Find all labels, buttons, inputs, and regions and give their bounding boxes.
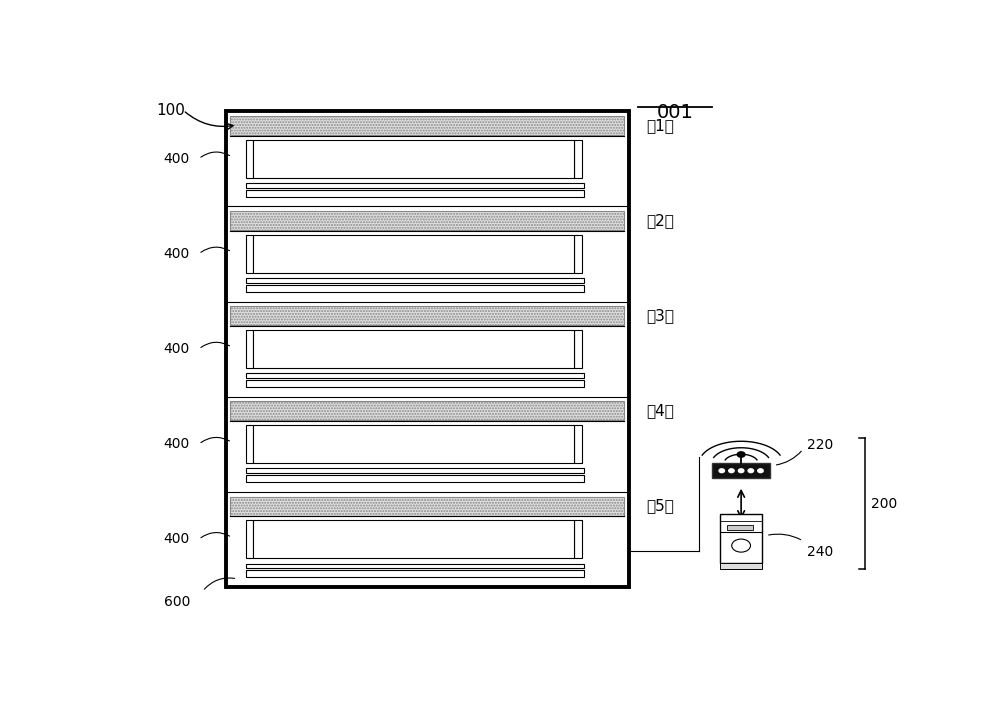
Text: 001: 001 (657, 103, 694, 122)
Text: 第2层: 第2层 (646, 213, 674, 228)
Bar (246, 278, 584, 283)
Text: 100: 100 (156, 103, 185, 118)
Bar (574, 235, 582, 273)
Circle shape (729, 469, 734, 472)
Circle shape (737, 452, 745, 457)
Bar (253, 425, 574, 463)
Bar (246, 468, 584, 473)
Bar (230, 496, 624, 515)
Bar (246, 235, 253, 273)
Bar (246, 570, 584, 578)
Bar (246, 330, 253, 368)
Bar (574, 140, 582, 178)
Bar (253, 520, 574, 558)
Bar (727, 525, 753, 530)
Text: 第1层: 第1层 (646, 118, 674, 133)
Text: 200: 200 (871, 497, 898, 510)
Bar (246, 380, 584, 388)
Bar (246, 190, 584, 197)
Text: 第5层: 第5层 (646, 498, 674, 514)
Bar (720, 562, 762, 569)
Bar (246, 183, 584, 188)
Bar (246, 140, 253, 178)
Bar (230, 116, 624, 135)
Bar (574, 520, 582, 558)
Text: 240: 240 (807, 545, 833, 559)
Bar (246, 425, 253, 463)
Bar (712, 463, 770, 478)
Text: 600: 600 (164, 595, 190, 609)
Bar (253, 140, 574, 178)
Bar (246, 564, 584, 569)
Bar (246, 285, 584, 292)
Text: 400: 400 (164, 342, 190, 356)
Bar (230, 306, 624, 325)
Text: 400: 400 (164, 437, 190, 451)
Circle shape (748, 469, 754, 472)
Text: 400: 400 (164, 532, 190, 546)
Circle shape (738, 469, 744, 472)
Bar (246, 520, 253, 558)
Bar (246, 475, 584, 482)
Text: 第4层: 第4层 (646, 404, 674, 418)
Circle shape (719, 469, 724, 472)
Bar (253, 235, 574, 273)
Circle shape (732, 539, 751, 552)
Text: 400: 400 (164, 152, 190, 166)
Bar (246, 373, 584, 378)
Bar (226, 112, 629, 587)
Bar (253, 330, 574, 368)
Bar (574, 330, 582, 368)
Bar (230, 211, 624, 230)
Bar (230, 402, 624, 420)
Bar (720, 514, 762, 562)
Circle shape (758, 469, 763, 472)
Text: 220: 220 (807, 438, 833, 452)
Text: 400: 400 (164, 247, 190, 261)
Text: 第3层: 第3层 (646, 308, 674, 324)
Bar (574, 425, 582, 463)
